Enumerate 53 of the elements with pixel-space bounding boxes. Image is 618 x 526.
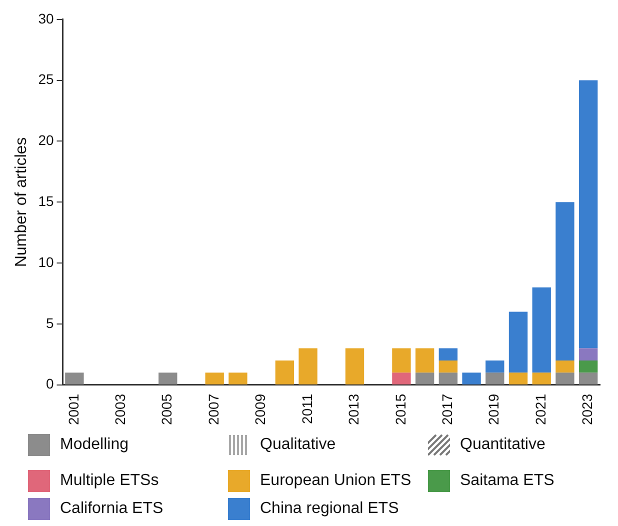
- bar: [228, 372, 248, 384]
- x-tick-label: 2005: [158, 394, 175, 426]
- legend-label: China regional ETS: [260, 500, 399, 518]
- x-tick-label: 2013: [346, 394, 362, 426]
- text: Quantitative: [460, 436, 546, 454]
- x-tick-label: 2017: [439, 394, 456, 426]
- y-tick-label: 0: [46, 376, 54, 392]
- bar: [438, 372, 458, 384]
- y-tick-label: 15: [38, 192, 54, 209]
- y-tick-label: 30: [38, 10, 54, 26]
- y-tick-label: 10: [38, 254, 54, 270]
- bar: [205, 372, 224, 384]
- bar: [556, 360, 574, 373]
- x-tick-label: 2023: [579, 394, 596, 426]
- bar: [508, 372, 528, 384]
- x-tick-label: 2019: [486, 394, 502, 426]
- bar: [578, 80, 598, 348]
- bar: [275, 360, 294, 384]
- legend-label: Modelling: [60, 436, 128, 454]
- y-tick-label: 5: [46, 314, 54, 331]
- bar: [532, 372, 551, 384]
- x-tick-label: 2001: [65, 394, 82, 426]
- y-axis-title: Number of articles: [13, 137, 30, 268]
- bar: [438, 348, 458, 360]
- legend-label: European Union ETS: [260, 472, 412, 490]
- x-tick-label: 2009: [252, 394, 268, 426]
- x-tick-label: 2015: [392, 394, 408, 426]
- bar: [462, 372, 481, 384]
- x-tick-label: 2007: [205, 394, 222, 426]
- bar: [65, 372, 84, 384]
- legend-label: Saitama ETS: [460, 472, 554, 490]
- legend-label: Multiple ETSs: [60, 472, 159, 490]
- bar: [486, 372, 504, 384]
- bar: [438, 360, 458, 373]
- bar: [532, 287, 551, 373]
- y-tick-label: 20: [38, 132, 54, 148]
- bar: [486, 360, 504, 373]
- bar: [556, 202, 574, 360]
- bar: [578, 372, 598, 384]
- x-tick-label: 2003: [112, 394, 128, 426]
- bar: [298, 348, 318, 384]
- bar: [578, 348, 598, 360]
- legend-label: California ETS: [60, 500, 164, 518]
- bar: [415, 372, 434, 384]
- y-tick-label: 25: [38, 71, 54, 88]
- bar: [158, 372, 178, 384]
- bar: [508, 312, 528, 373]
- bar: [556, 372, 574, 384]
- x-tick-label: 2011: [298, 394, 315, 424]
- bar: [392, 372, 411, 384]
- x-tick-label: 2021: [532, 394, 548, 426]
- bar: [578, 360, 598, 373]
- text: Qualitative: [260, 436, 336, 454]
